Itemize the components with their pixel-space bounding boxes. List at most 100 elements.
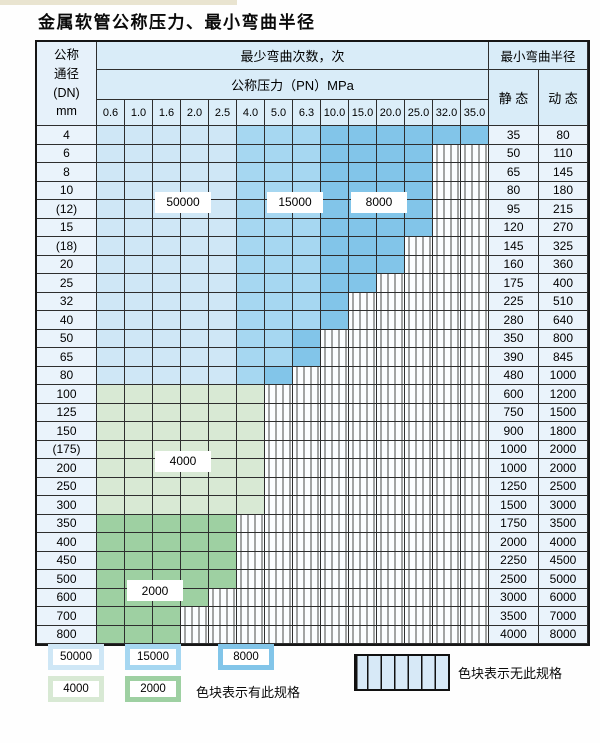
legend-value-4000: 4000: [53, 681, 99, 697]
spec-cell: [97, 440, 125, 459]
spec-cell-none: [349, 551, 377, 570]
spec-cell: [209, 496, 237, 515]
cycle-region-label: 2000: [127, 580, 183, 601]
spec-cell: [265, 144, 293, 163]
static-radius-cell: 480: [489, 366, 539, 385]
spec-cell-none: [293, 385, 321, 404]
spec-cell: [237, 292, 265, 311]
spec-cell-none: [377, 570, 405, 589]
spec-cell: [181, 274, 209, 293]
spec-cell: [153, 311, 181, 330]
spec-cell-none: [433, 477, 461, 496]
spec-cell: [209, 311, 237, 330]
dynamic-radius-cell: 1800: [539, 422, 588, 441]
spec-cell-none: [461, 570, 489, 589]
dn-header-line: 通径: [53, 66, 79, 81]
spec-cell-none: [405, 403, 433, 422]
spec-cell: [237, 422, 265, 441]
dynamic-radius-cell: 6000: [539, 588, 588, 607]
spec-cell-none: [321, 533, 349, 552]
spec-cell: [209, 477, 237, 496]
spec-cell: [125, 514, 153, 533]
static-radius-cell: 95: [489, 200, 539, 219]
dynamic-header: 动 态: [539, 70, 588, 126]
dynamic-radius-cell: 2500: [539, 477, 588, 496]
spec-cell: [209, 163, 237, 182]
dynamic-radius-cell: 845: [539, 348, 588, 367]
spec-cell: [237, 496, 265, 515]
spec-cell-none: [405, 588, 433, 607]
spec-cell: [125, 255, 153, 274]
spec-cell-none: [405, 255, 433, 274]
dn-cell: 700: [37, 607, 97, 626]
spec-cell-none: [377, 459, 405, 478]
dn-cell: 500: [37, 570, 97, 589]
dn-cell: 125: [37, 403, 97, 422]
legend-swatch-8000: 8000: [218, 644, 274, 670]
spec-cell-none: [265, 533, 293, 552]
dn-cell: 400: [37, 533, 97, 552]
spec-cell-none: [377, 366, 405, 385]
dynamic-radius-cell: 3500: [539, 514, 588, 533]
static-radius-cell: 390: [489, 348, 539, 367]
legend-swatch-4000: 4000: [48, 676, 104, 702]
dn-cell: 10: [37, 181, 97, 200]
spec-cell: [125, 533, 153, 552]
pressure-header-cell: 15.0: [349, 100, 377, 126]
spec-cell-none: [377, 274, 405, 293]
static-radius-cell: 145: [489, 237, 539, 256]
static-radius-cell: 3500: [489, 607, 539, 626]
spec-cell: [125, 237, 153, 256]
pressure-header-cell: 10.0: [321, 100, 349, 126]
spec-cell: [237, 200, 265, 219]
spec-cell-none: [349, 440, 377, 459]
dn-cell: (175): [37, 440, 97, 459]
spec-cell: [293, 292, 321, 311]
spec-cell: [181, 403, 209, 422]
spec-cell: [293, 163, 321, 182]
spec-cell-none: [433, 607, 461, 626]
spec-cell: [209, 329, 237, 348]
spec-cell: [349, 218, 377, 237]
spec-cell-none: [237, 607, 265, 626]
dynamic-radius-cell: 110: [539, 144, 588, 163]
static-radius-cell: 1000: [489, 459, 539, 478]
spec-cell: [293, 311, 321, 330]
pressure-header-cell: 2.0: [181, 100, 209, 126]
spec-cell-none: [461, 329, 489, 348]
static-radius-cell: 65: [489, 163, 539, 182]
spec-cell: [181, 533, 209, 552]
spec-cell: [209, 126, 237, 145]
static-radius-cell: 600: [489, 385, 539, 404]
spec-cell-none: [433, 181, 461, 200]
pressure-header-cell: 6.3: [293, 100, 321, 126]
spec-cell-none: [293, 496, 321, 515]
spec-cell-none: [461, 181, 489, 200]
spec-cell: [321, 144, 349, 163]
spec-cell: [321, 255, 349, 274]
spec-cell: [349, 144, 377, 163]
dn-header-line: 公称: [53, 48, 79, 62]
spec-cell: [265, 348, 293, 367]
spec-cell: [125, 181, 153, 200]
spec-cell-none: [377, 403, 405, 422]
legend-swatch-2000: 2000: [125, 676, 181, 702]
static-header: 静 态: [489, 70, 539, 126]
spec-cell-none: [377, 496, 405, 515]
dn-cell: 800: [37, 625, 97, 644]
spec-cell: [97, 366, 125, 385]
spec-cell: [293, 218, 321, 237]
spec-cell: [237, 440, 265, 459]
spec-cell: [97, 477, 125, 496]
legend-swatch-50000: 50000: [48, 644, 104, 670]
spec-cell-none: [265, 551, 293, 570]
spec-cell-none: [321, 440, 349, 459]
spec-cell-none: [433, 311, 461, 330]
spec-cell-none: [377, 551, 405, 570]
dynamic-radius-cell: 640: [539, 311, 588, 330]
spec-cell: [181, 329, 209, 348]
spec-cell-none: [461, 366, 489, 385]
dn-cell: (18): [37, 237, 97, 256]
spec-cell: [153, 126, 181, 145]
spec-cell-none: [461, 588, 489, 607]
